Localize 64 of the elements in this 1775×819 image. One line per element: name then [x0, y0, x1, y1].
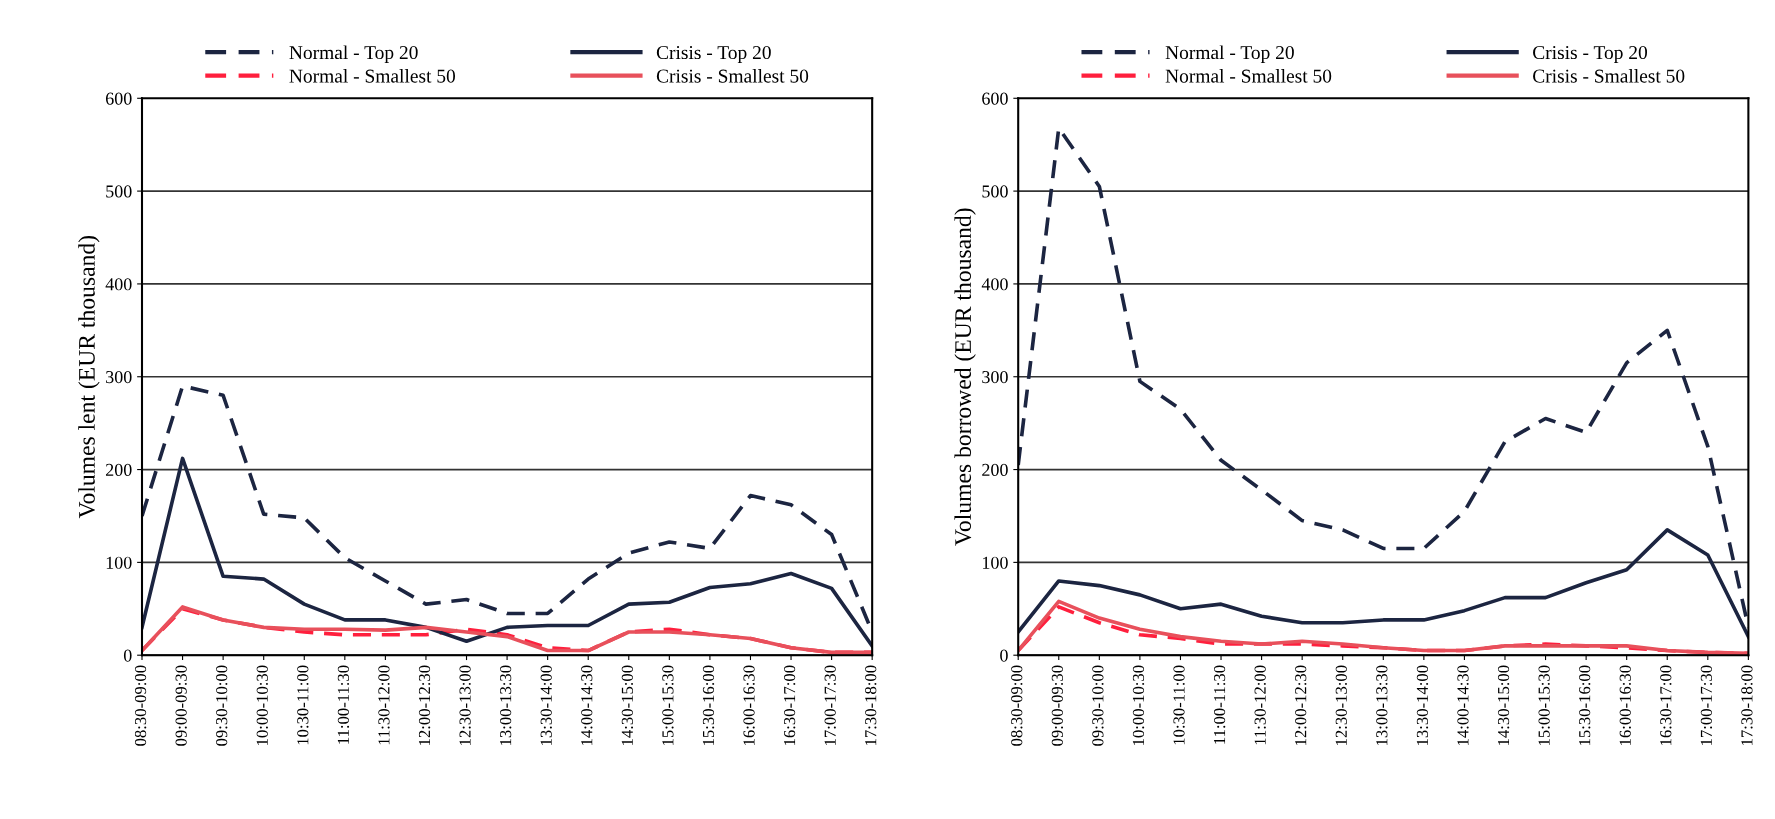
x-tick-label: 08:30-09:00 — [134, 665, 147, 746]
legend-label: Normal - Top 20 — [1165, 45, 1294, 64]
x-tick-label: 11:30-12:00 — [378, 665, 390, 745]
y-axis-title: Volumes borrowed (EUR thousand) — [954, 208, 976, 546]
x-tick-label: 12:00-12:30 — [418, 665, 431, 745]
legend-label: Crisis - Top 20 — [1533, 45, 1648, 64]
y-tick-label: 0 — [123, 649, 132, 662]
x-tick-label: 13:00-13:30 — [500, 665, 512, 745]
y-tick-label: 200 — [982, 463, 1008, 476]
x-tick-label: 17:30-18:00 — [1741, 665, 1753, 745]
line-series — [142, 456, 873, 648]
legend-label: Crisis - Smallest 50 — [1533, 68, 1685, 83]
y-tick-label: 300 — [982, 371, 1008, 384]
legend-label: Normal - Smallest 50 — [289, 68, 456, 83]
x-tick-label: 13:30-14:00 — [1416, 665, 1429, 745]
y-tick-label: 400 — [981, 278, 1008, 291]
x-tick-label: 14:00-14:30 — [581, 665, 593, 745]
y-tick-label: 400 — [105, 278, 132, 291]
line-series — [1018, 528, 1749, 639]
x-tick-label: 14:00-14:30 — [1457, 665, 1469, 745]
x-tick-label: 15:00-15:30 — [1538, 665, 1550, 745]
x-tick-label: 08:30-09:00 — [1011, 665, 1023, 746]
x-tick-label: 12:30-13:00 — [1335, 665, 1347, 745]
x-tick-label: 17:30-18:00 — [865, 665, 877, 745]
x-tick-label: 11:00-11:30 — [1213, 665, 1226, 744]
legend-label: Normal - Smallest 50 — [1165, 68, 1332, 83]
x-tick-label: 09:00-09:30 — [175, 665, 187, 746]
y-tick-label: 200 — [105, 463, 132, 476]
x-tick-label: 15:30-16:00 — [702, 665, 715, 745]
x-tick-label: 14:30-15:00 — [621, 665, 634, 745]
x-tick-label: 11:30-12:00 — [1254, 665, 1266, 745]
y-tick-label: 500 — [106, 185, 132, 198]
x-tick-label: 16:00-16:30 — [1619, 665, 1631, 745]
x-tick-label: 17:00-17:30 — [824, 665, 836, 745]
y-tick-label: 600 — [982, 92, 1008, 105]
x-tick-label: 17:00-17:30 — [1700, 665, 1713, 745]
y-tick-label: 100 — [982, 556, 1008, 569]
y-axis-title: Volumes lent (EUR thousand) — [78, 236, 100, 519]
x-tick-label: 15:00-15:30 — [662, 665, 674, 745]
legend-label: Normal - Top 20 — [289, 45, 418, 64]
x-tick-label: 16:00-16:30 — [743, 665, 755, 745]
x-tick-label: 15:30-16:00 — [1579, 665, 1591, 745]
y-tick-label: 300 — [106, 371, 132, 384]
x-tick-label: 12:00-12:30 — [1295, 665, 1307, 745]
legend-label: Crisis - Top 20 — [656, 45, 771, 64]
y-tick-label: 0 — [1000, 649, 1008, 662]
x-tick-label: 11:00-11:30 — [337, 665, 350, 744]
x-tick-label: 10:00-10:30 — [256, 665, 268, 745]
x-tick-label: 10:30-11:00 — [1173, 665, 1185, 745]
x-tick-label: 10:00-10:30 — [1132, 665, 1145, 745]
x-tick-label: 09:00-09:30 — [1051, 665, 1064, 746]
x-tick-label: 14:30-15:00 — [1497, 665, 1510, 745]
x-tick-label: 10:30-11:00 — [297, 665, 309, 745]
x-tick-label: 09:30-10:00 — [1092, 665, 1104, 746]
x-tick-label: 13:30-14:00 — [540, 665, 552, 745]
y-tick-label: 500 — [982, 185, 1008, 198]
y-tick-label: 100 — [106, 556, 132, 569]
y-tick-label: 600 — [105, 92, 132, 105]
x-tick-label: 12:30-13:00 — [459, 665, 471, 745]
x-tick-label: 16:30-17:00 — [1660, 665, 1672, 745]
legend-label: Crisis - Smallest 50 — [656, 68, 809, 83]
x-tick-label: 13:00-13:30 — [1376, 665, 1388, 745]
x-tick-label: 09:30-10:00 — [216, 665, 228, 746]
x-tick-label: 16:30-17:00 — [783, 665, 796, 745]
